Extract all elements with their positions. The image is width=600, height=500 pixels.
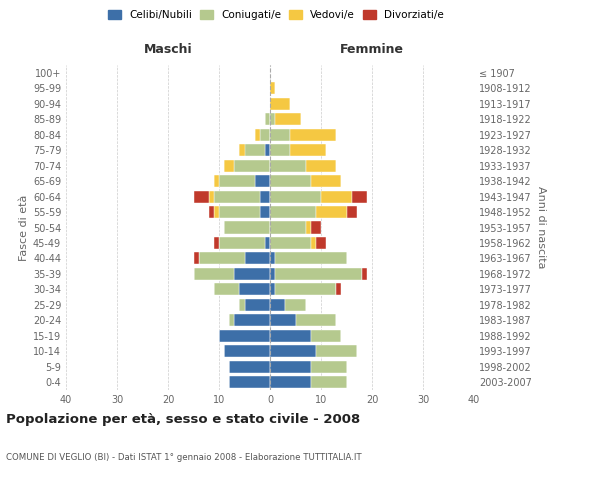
Bar	[260, 128, 270, 140]
Bar	[270, 237, 311, 249]
Bar	[275, 113, 301, 125]
Bar	[275, 284, 337, 296]
Bar	[270, 190, 321, 202]
Bar	[321, 190, 352, 202]
Bar	[270, 268, 275, 280]
Bar	[265, 237, 270, 249]
Bar	[270, 206, 316, 218]
Bar	[311, 175, 341, 187]
Bar	[286, 299, 306, 311]
Bar	[290, 144, 326, 156]
Bar	[270, 82, 275, 94]
Bar	[239, 144, 245, 156]
Bar	[214, 284, 239, 296]
Bar	[311, 361, 347, 373]
Bar	[193, 190, 209, 202]
Bar	[270, 222, 306, 234]
Bar	[316, 346, 356, 358]
Bar	[245, 299, 270, 311]
Text: Popolazione per età, sesso e stato civile - 2008: Popolazione per età, sesso e stato civil…	[6, 412, 360, 426]
Bar	[239, 299, 245, 311]
Bar	[311, 330, 341, 342]
Text: Femmine: Femmine	[340, 42, 404, 56]
Bar	[311, 222, 321, 234]
Bar	[362, 268, 367, 280]
Bar	[311, 237, 316, 249]
Bar	[193, 252, 199, 264]
Bar	[270, 346, 316, 358]
Bar	[311, 376, 347, 388]
Bar	[245, 252, 270, 264]
Bar	[296, 314, 337, 326]
Bar	[214, 190, 260, 202]
Bar	[224, 346, 270, 358]
Bar	[270, 330, 311, 342]
Bar	[270, 113, 275, 125]
Bar	[224, 222, 270, 234]
Bar	[352, 190, 367, 202]
Bar	[270, 361, 311, 373]
Bar	[270, 314, 296, 326]
Bar	[275, 252, 347, 264]
Bar	[214, 237, 219, 249]
Bar	[209, 206, 214, 218]
Bar	[229, 376, 270, 388]
Bar	[275, 268, 362, 280]
Bar	[316, 206, 347, 218]
Y-axis label: Anni di nascita: Anni di nascita	[536, 186, 545, 269]
Bar	[214, 206, 219, 218]
Bar	[306, 160, 337, 172]
Bar	[270, 98, 290, 110]
Bar	[290, 128, 336, 140]
Bar	[235, 314, 270, 326]
Bar	[260, 190, 270, 202]
Bar	[229, 314, 235, 326]
Text: COMUNE DI VEGLIO (BI) - Dati ISTAT 1° gennaio 2008 - Elaborazione TUTTITALIA.IT: COMUNE DI VEGLIO (BI) - Dati ISTAT 1° ge…	[6, 452, 362, 462]
Bar	[235, 268, 270, 280]
Bar	[270, 128, 290, 140]
Y-axis label: Fasce di età: Fasce di età	[19, 194, 29, 260]
Bar	[270, 299, 286, 311]
Bar	[306, 222, 311, 234]
Bar	[265, 144, 270, 156]
Bar	[316, 237, 326, 249]
Bar	[235, 160, 270, 172]
Bar	[270, 376, 311, 388]
Bar	[337, 284, 341, 296]
Bar	[239, 284, 270, 296]
Bar	[270, 252, 275, 264]
Legend: Celibi/Nubili, Coniugati/e, Vedovi/e, Divorziati/e: Celibi/Nubili, Coniugati/e, Vedovi/e, Di…	[106, 8, 446, 22]
Bar	[254, 175, 270, 187]
Bar	[260, 206, 270, 218]
Bar	[219, 175, 254, 187]
Bar	[214, 175, 219, 187]
Bar	[270, 175, 311, 187]
Bar	[265, 113, 270, 125]
Bar	[209, 190, 214, 202]
Text: Maschi: Maschi	[143, 42, 193, 56]
Bar	[245, 144, 265, 156]
Bar	[199, 252, 245, 264]
Bar	[224, 160, 235, 172]
Bar	[229, 361, 270, 373]
Bar	[255, 128, 260, 140]
Bar	[219, 237, 265, 249]
Bar	[270, 284, 275, 296]
Bar	[219, 330, 270, 342]
Bar	[270, 160, 306, 172]
Bar	[270, 144, 290, 156]
Bar	[347, 206, 356, 218]
Bar	[193, 268, 235, 280]
Bar	[219, 206, 260, 218]
